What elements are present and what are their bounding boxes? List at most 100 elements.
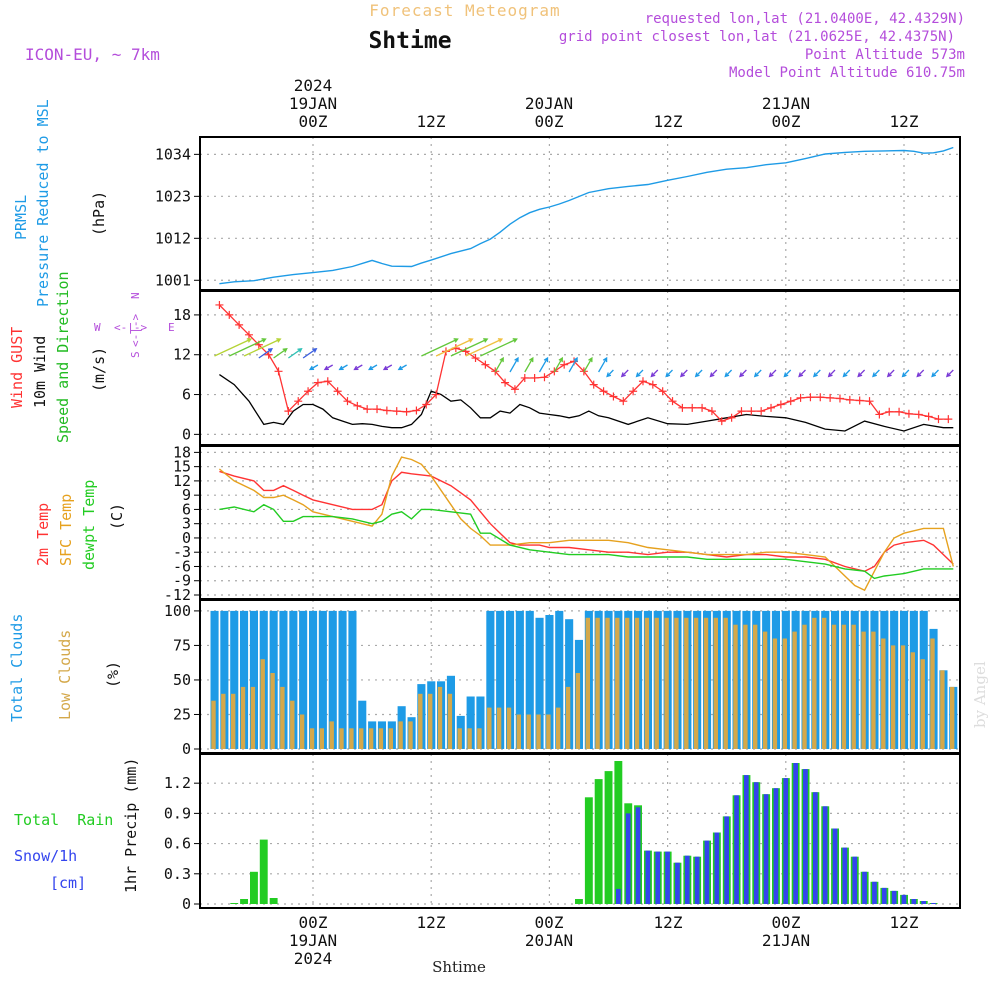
low-cloud-bar (368, 728, 374, 749)
rain-label: Total Rain (14, 811, 113, 829)
gust-marker (855, 396, 864, 405)
low-cloud-bar (654, 617, 659, 749)
snow-bar (832, 828, 838, 904)
footer-station: Shtime (432, 958, 486, 976)
temp-unit: (C) (108, 503, 126, 530)
rain-bar (240, 899, 248, 904)
gust-line (218, 304, 949, 422)
total-cloud-bar (496, 610, 505, 749)
top-day-label-2: 20JAN (525, 94, 573, 113)
temp-ytick-label: 6 (182, 500, 191, 518)
low-cloud-bar (940, 670, 945, 749)
t2m-label: 2m Temp (34, 503, 52, 566)
gust-marker (924, 412, 933, 421)
gust-marker (304, 387, 313, 396)
gust-marker (727, 413, 736, 422)
low-cloud-bar (339, 728, 344, 749)
bottom-day-label-3: 21JAN (762, 931, 810, 950)
prmsl-label: PRMSL (12, 195, 30, 240)
low-cloud-bar (250, 686, 256, 749)
wind-direction-arrow (243, 338, 282, 357)
low-cloud-bar (753, 624, 758, 749)
snow-bar (704, 840, 710, 904)
rain-bar (259, 839, 268, 904)
wind-direction-arrow (450, 338, 489, 357)
gust-marker (294, 397, 303, 406)
bottom-hour-label-1: 00Z (299, 913, 328, 932)
low-cloud-bar (526, 714, 531, 749)
wind-direction-arrow (494, 356, 504, 373)
low-cloud-bar (851, 624, 856, 749)
pressure-frame (199, 136, 961, 291)
wind-direction-arrow (857, 369, 866, 378)
low-cloud-bar (871, 631, 876, 749)
rain-bar (250, 871, 258, 904)
snow-bar (881, 887, 887, 904)
low-cloud-bar (664, 617, 669, 749)
low-cloud-bar (920, 659, 925, 749)
gust-marker (412, 406, 421, 415)
pressure-ytick-label: 1023 (155, 187, 191, 205)
precip-ytick-label: 0.3 (164, 865, 191, 883)
bottom-day-label-2: 20JAN (525, 931, 573, 950)
top-hour-label-5: 00Z (772, 112, 801, 131)
gust-marker (520, 373, 529, 382)
total-cloud-bar (506, 610, 515, 749)
temp-ytick-label: 15 (173, 458, 191, 476)
snow-bar (714, 832, 720, 904)
wind-direction-arrow (598, 356, 608, 373)
snow-bar (773, 788, 779, 904)
snow-bar (872, 881, 877, 904)
low-cloud-bar (841, 624, 847, 749)
gust-marker (225, 310, 234, 319)
gust-marker (422, 400, 431, 409)
gust-marker (313, 378, 322, 387)
total-cloud-bar (486, 610, 495, 749)
low-cloud-bar (930, 638, 935, 749)
wind-direction-arrow (606, 369, 614, 378)
low-clouds-label: Low Clouds (56, 630, 74, 720)
snow-bar (862, 871, 867, 904)
gust-marker (560, 360, 569, 369)
low-cloud-bar (240, 686, 246, 749)
wind-direction-arrow (694, 369, 703, 378)
low-cloud-bar (221, 693, 226, 749)
low-cloud-bar (556, 707, 561, 749)
top-year-label: 2024 (294, 76, 333, 95)
pressure-ytick-label: 1001 (155, 271, 191, 289)
dewpt-label: dewpt Temp (80, 480, 98, 570)
gust-marker (373, 405, 382, 414)
bottom-hour-label-6: 12Z (890, 913, 919, 932)
low-cloud-bar (359, 728, 364, 749)
gust-marker (343, 397, 352, 406)
low-cloud-bar (615, 617, 620, 749)
gust-marker (264, 350, 273, 359)
temp-ytick-label: 18 (173, 443, 191, 461)
sfctemp-line (218, 456, 954, 592)
snow-bar (744, 775, 749, 904)
wind-direction-arrow (798, 369, 806, 378)
rain-bar (594, 779, 603, 904)
sfctemp-label: SFC Temp (57, 494, 75, 566)
wind-direction-arrow (338, 364, 348, 371)
clouds-ytick-label: 100 (164, 602, 191, 620)
compass-e: E (168, 321, 175, 334)
gust-marker (510, 385, 519, 394)
wind-direction-arrow (465, 338, 504, 357)
gust-marker (392, 407, 401, 416)
clouds-ytick-label: 75 (173, 636, 191, 654)
gust-marker (806, 393, 815, 402)
wind-direction-arrow (273, 348, 288, 359)
low-cloud-bar (743, 624, 748, 749)
top-day-label-1: 19JAN (289, 94, 337, 113)
total-cloud-bar (220, 610, 229, 749)
gust-marker (904, 409, 913, 418)
snow-unit-label: [cm] (50, 874, 86, 892)
total-cloud-bar (466, 696, 475, 749)
wind-direction-arrow (739, 369, 747, 378)
low-cloud-bar (349, 728, 354, 749)
low-cloud-bar (644, 617, 650, 749)
snow-bar (694, 856, 700, 904)
wind-direction-arrow (524, 356, 534, 373)
temp-ytick-label: 9 (182, 486, 191, 504)
